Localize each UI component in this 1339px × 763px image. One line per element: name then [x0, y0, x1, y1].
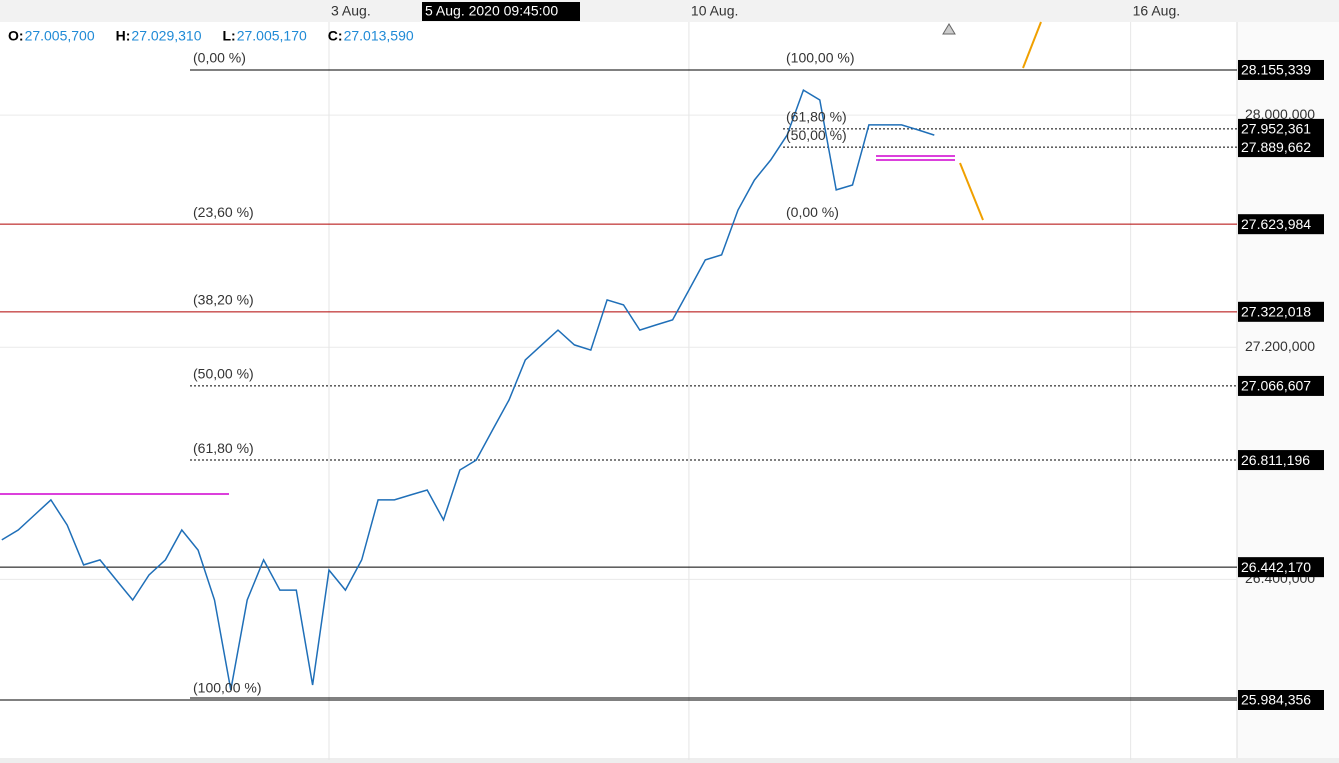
ohlc-key: C:	[328, 28, 343, 44]
fib-label: (100,00 %)	[193, 680, 261, 696]
trend-line	[959, 162, 984, 221]
time-axis-bar	[0, 0, 1339, 22]
fib-label: (50,00 %)	[193, 366, 254, 382]
price-label-box	[1238, 690, 1324, 710]
ohlc-value: 27.005,170	[237, 28, 307, 44]
price-label: 27.322,018	[1241, 304, 1311, 320]
fib-label: (0,00 %)	[193, 50, 246, 66]
price-label: 25.984,356	[1241, 692, 1311, 708]
y-tick-label: 27.200,000	[1245, 338, 1315, 354]
price-label-box	[1238, 301, 1324, 322]
ohlc-value: 27.005,700	[25, 28, 95, 44]
fib-label: (61,80 %)	[786, 109, 847, 125]
price-label-box	[1238, 375, 1324, 396]
x-tick-label: 3 Aug.	[331, 3, 371, 19]
ohlc-key: H:	[116, 28, 131, 44]
bottom-bar	[0, 758, 1339, 763]
ohlc-value: 27.013,590	[344, 28, 414, 44]
crosshair-box	[422, 2, 580, 21]
plot	[0, 22, 1237, 760]
price-label-box	[1238, 214, 1324, 235]
ohlc-key: O:	[8, 28, 24, 44]
x-tick-label: 16 Aug.	[1133, 3, 1181, 19]
fib-label: (100,00 %)	[786, 50, 854, 66]
price-label: 26.442,170	[1241, 559, 1311, 575]
fib-label: (38,20 %)	[193, 292, 254, 308]
price-label: 26.811,196	[1241, 452, 1310, 468]
price-label-box	[1238, 557, 1324, 578]
fib-label: (50,00 %)	[786, 127, 847, 143]
price-label-box	[1238, 118, 1324, 139]
price-label-box	[1238, 137, 1324, 158]
x-tick-label: 10 Aug.	[691, 3, 739, 19]
price-label: 27.066,607	[1241, 378, 1311, 394]
fib-label: (0,00 %)	[786, 204, 839, 220]
price-line	[1, 88, 935, 691]
price-label-box	[1238, 450, 1324, 471]
price-label: 28.155,339	[1241, 62, 1311, 78]
fib-label: (61,80 %)	[193, 440, 254, 456]
price-label-box	[1238, 59, 1324, 80]
price-label: 27.952,361	[1241, 121, 1311, 137]
crosshair-label: 5 Aug. 2020 09:45:00	[425, 3, 558, 19]
trend-line	[1022, 21, 1042, 69]
fib-label: (23,60 %)	[193, 204, 254, 220]
y-tick-label: 28.000,000	[1245, 106, 1315, 122]
price-label: 27.623,984	[1241, 216, 1311, 232]
ohlc-value: 27.029,310	[131, 28, 201, 44]
marker	[942, 23, 956, 35]
ohlc-key: L:	[223, 28, 236, 44]
price-label: 27.889,662	[1241, 139, 1311, 155]
